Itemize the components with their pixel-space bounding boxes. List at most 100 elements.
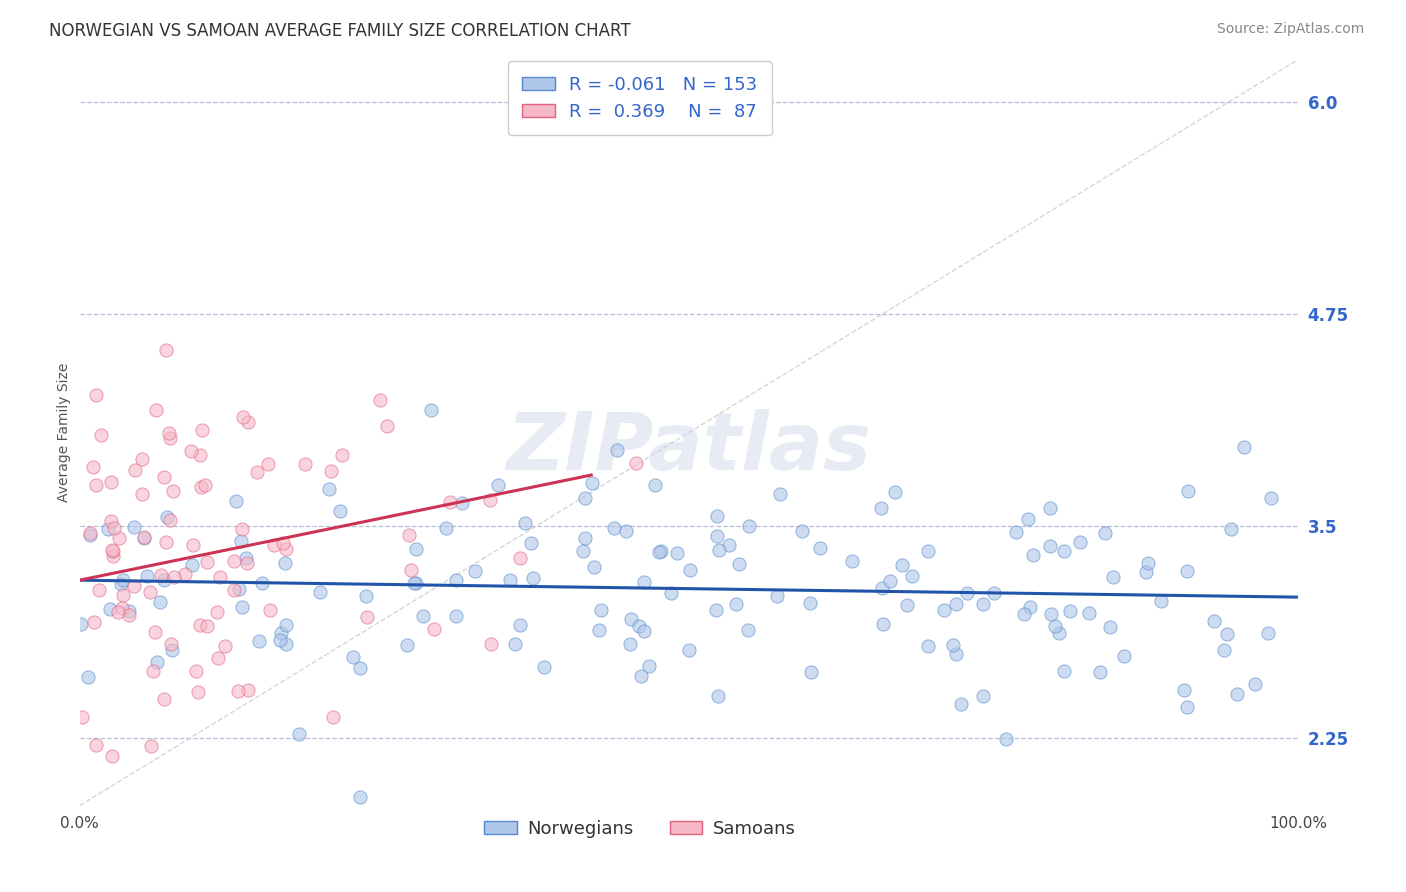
Point bbox=[226, 684, 249, 698]
Point bbox=[679, 562, 702, 576]
Point bbox=[509, 617, 531, 632]
Point bbox=[950, 697, 973, 711]
Point bbox=[90, 428, 112, 442]
Point bbox=[606, 442, 628, 457]
Point bbox=[1069, 535, 1091, 549]
Point bbox=[583, 560, 606, 574]
Point bbox=[98, 602, 121, 616]
Point bbox=[153, 573, 176, 587]
Point bbox=[896, 598, 918, 612]
Point bbox=[870, 581, 893, 595]
Point bbox=[627, 618, 650, 632]
Point bbox=[650, 544, 672, 558]
Point bbox=[231, 599, 253, 614]
Point bbox=[162, 570, 184, 584]
Point bbox=[995, 732, 1018, 747]
Point bbox=[917, 544, 939, 558]
Point bbox=[229, 534, 252, 549]
Point bbox=[318, 482, 340, 496]
Point bbox=[157, 426, 180, 441]
Point bbox=[1059, 604, 1081, 618]
Point bbox=[399, 563, 422, 577]
Point bbox=[444, 573, 467, 587]
Point bbox=[1039, 500, 1062, 515]
Point bbox=[103, 549, 125, 563]
Point bbox=[257, 458, 280, 472]
Point bbox=[1244, 677, 1267, 691]
Point bbox=[187, 685, 209, 699]
Point bbox=[769, 487, 792, 501]
Text: NORWEGIAN VS SAMOAN AVERAGE FAMILY SIZE CORRELATION CHART: NORWEGIAN VS SAMOAN AVERAGE FAMILY SIZE … bbox=[49, 22, 631, 40]
Point bbox=[444, 608, 467, 623]
Point bbox=[84, 477, 107, 491]
Point bbox=[322, 709, 344, 723]
Point bbox=[174, 567, 197, 582]
Point bbox=[395, 638, 418, 652]
Y-axis label: Average Family Size: Average Family Size bbox=[58, 363, 72, 502]
Point bbox=[108, 531, 131, 545]
Point bbox=[274, 637, 297, 651]
Point bbox=[945, 647, 967, 661]
Point bbox=[717, 538, 740, 552]
Point bbox=[101, 749, 124, 764]
Point bbox=[661, 585, 683, 599]
Point bbox=[235, 550, 257, 565]
Point bbox=[678, 643, 700, 657]
Point bbox=[100, 514, 122, 528]
Point bbox=[419, 403, 441, 417]
Point bbox=[150, 568, 173, 582]
Point bbox=[224, 554, 246, 568]
Point bbox=[86, 739, 108, 753]
Point bbox=[707, 690, 730, 704]
Point bbox=[139, 739, 162, 753]
Point bbox=[188, 448, 211, 462]
Point bbox=[738, 519, 761, 533]
Point bbox=[869, 501, 891, 516]
Point bbox=[900, 569, 922, 583]
Point bbox=[191, 424, 214, 438]
Point bbox=[412, 609, 434, 624]
Point bbox=[1175, 564, 1198, 578]
Point bbox=[342, 650, 364, 665]
Point bbox=[190, 480, 212, 494]
Point bbox=[247, 633, 270, 648]
Point bbox=[479, 637, 502, 651]
Point bbox=[246, 465, 269, 479]
Point bbox=[917, 640, 939, 654]
Point bbox=[319, 464, 342, 478]
Point bbox=[644, 477, 666, 491]
Point bbox=[231, 523, 253, 537]
Point bbox=[294, 457, 316, 471]
Point bbox=[101, 542, 124, 557]
Point bbox=[100, 475, 122, 489]
Point bbox=[118, 604, 141, 618]
Point bbox=[101, 544, 124, 558]
Point bbox=[942, 638, 965, 652]
Text: ZIPatlas: ZIPatlas bbox=[506, 409, 872, 486]
Point bbox=[232, 410, 254, 425]
Point bbox=[149, 595, 172, 609]
Point bbox=[263, 538, 285, 552]
Point bbox=[620, 612, 643, 626]
Point bbox=[1053, 543, 1076, 558]
Point bbox=[405, 575, 427, 590]
Point bbox=[638, 659, 661, 673]
Point bbox=[375, 419, 398, 434]
Point bbox=[1216, 626, 1239, 640]
Point bbox=[883, 484, 905, 499]
Point bbox=[434, 521, 457, 535]
Legend: Norwegians, Samoans: Norwegians, Samoans bbox=[477, 813, 803, 846]
Point bbox=[207, 651, 229, 665]
Point bbox=[1078, 606, 1101, 620]
Point bbox=[706, 508, 728, 523]
Point bbox=[1135, 565, 1157, 579]
Point bbox=[398, 528, 420, 542]
Point bbox=[356, 609, 378, 624]
Point bbox=[82, 459, 104, 474]
Point bbox=[207, 606, 229, 620]
Point bbox=[236, 683, 259, 698]
Point bbox=[142, 665, 165, 679]
Point bbox=[972, 597, 994, 611]
Point bbox=[1257, 626, 1279, 640]
Point bbox=[704, 603, 727, 617]
